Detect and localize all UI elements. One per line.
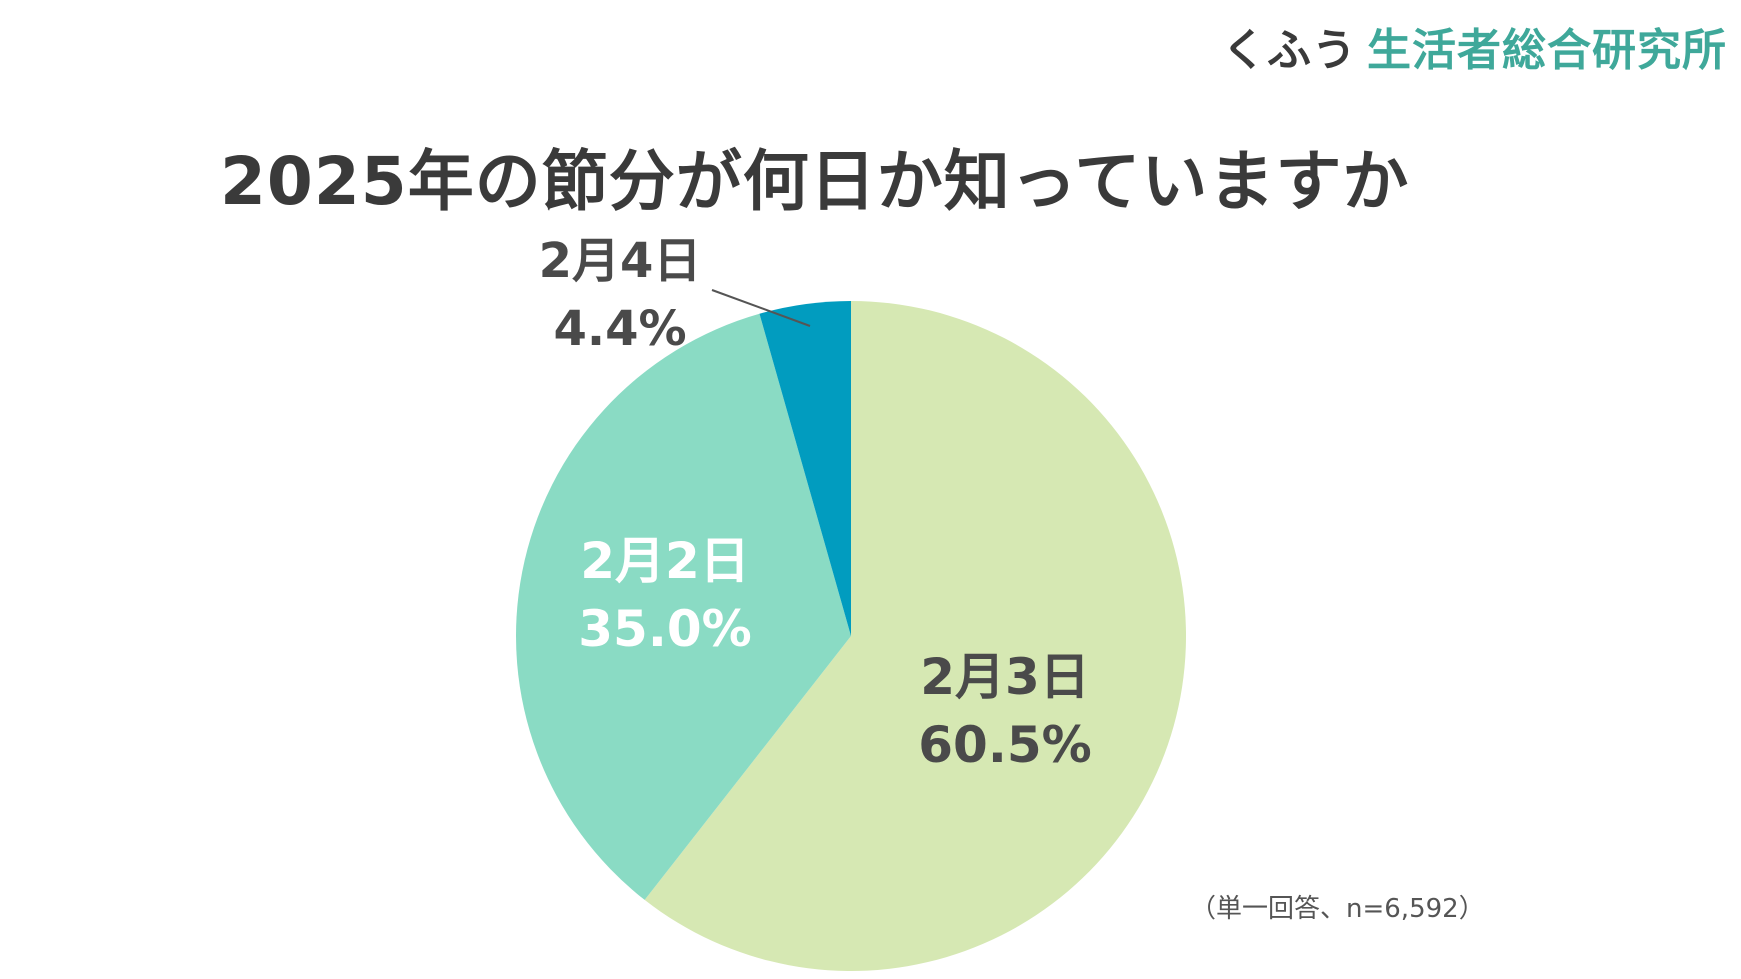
brand-logo: くふう 生活者総合研究所	[1222, 14, 1727, 78]
leader-line	[711, 289, 811, 327]
pie-slice-3	[759, 301, 851, 636]
slice-category-label: 2月4日	[539, 233, 702, 289]
slice-value-label: 60.5%	[918, 716, 1091, 774]
slice-category-label: 2月2日	[580, 532, 750, 590]
slice-value-label: 35.0%	[578, 600, 751, 658]
sample-note: （単一回答、n=6,592）	[1190, 894, 1485, 924]
pie-slice-2	[516, 313, 851, 900]
pie-slice-1	[644, 301, 1186, 971]
slice-category-label: 2月3日	[920, 648, 1090, 706]
slice-value-label: 4.4%	[553, 301, 686, 357]
logo-kana-text: くふう	[1222, 25, 1357, 76]
logo-org-text: 生活者総合研究所	[1367, 25, 1727, 76]
chart-title: 2025年の節分が何日か知っていますか	[220, 143, 1410, 220]
